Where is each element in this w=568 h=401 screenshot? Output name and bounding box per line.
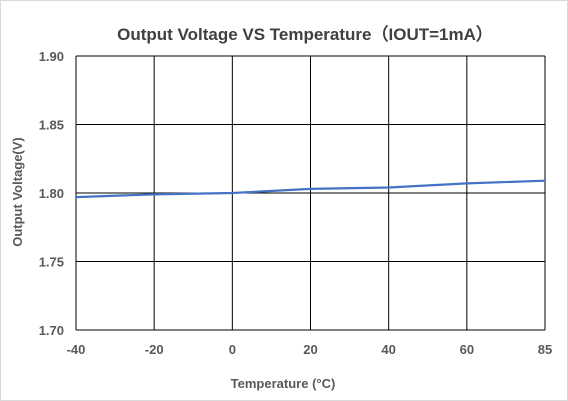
- x-tick-label: 0: [229, 342, 236, 357]
- x-tick-label: 85: [538, 342, 552, 357]
- y-ticks: 1.70 1.75 1.80 1.85 1.90: [39, 49, 64, 338]
- grid: [75, 55, 546, 331]
- x-tick-label: 20: [303, 342, 317, 357]
- x-axis-label: Temperature (°C): [231, 376, 336, 391]
- x-tick-label: -20: [145, 342, 164, 357]
- y-tick-label: 1.90: [39, 49, 64, 64]
- y-tick-label: 1.75: [39, 255, 64, 270]
- x-tick-label: 40: [381, 342, 395, 357]
- y-tick-label: 1.70: [39, 323, 64, 338]
- x-ticks: -40 -20 0 20 40 60 85: [67, 342, 553, 357]
- series-group: [74, 179, 547, 199]
- chart-title: Output Voltage VS Temperature（IOUT=1mA）: [117, 24, 493, 44]
- series-line: [74, 179, 547, 199]
- y-tick-label: 1.85: [39, 118, 64, 133]
- y-tick-label: 1.80: [39, 186, 64, 201]
- x-tick-label: 60: [460, 342, 474, 357]
- y-axis-label: Output Voltage(V): [10, 137, 25, 247]
- x-tick-label: -40: [67, 342, 86, 357]
